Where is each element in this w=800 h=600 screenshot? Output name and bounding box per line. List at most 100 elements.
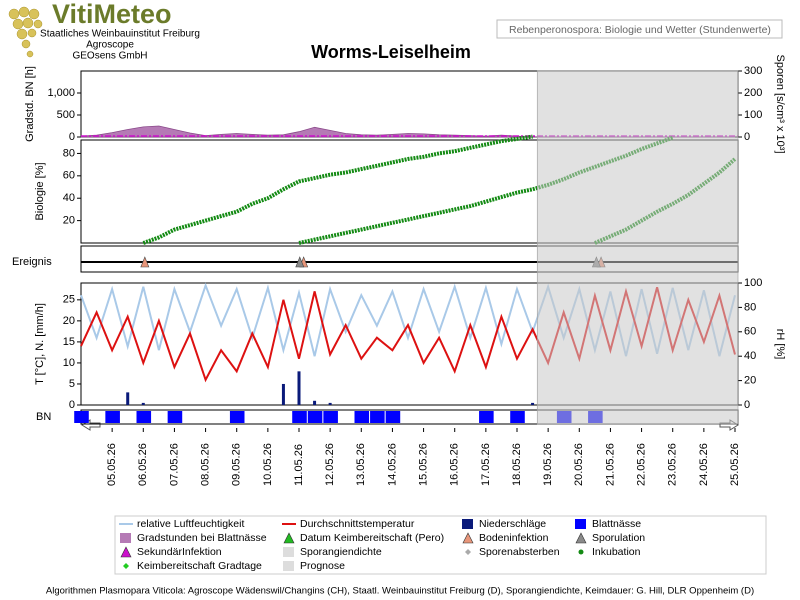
legend-box — [114, 515, 767, 575]
y2-axis-label: Sporen [s/cm³ x 10³] — [774, 54, 786, 153]
y2-tick-label: 60 — [744, 326, 756, 338]
x-tick-label: 11.05.26 — [293, 444, 305, 486]
legend-symbol — [575, 532, 587, 544]
legend-symbol — [578, 549, 584, 555]
legend-symbol — [462, 532, 474, 544]
x-tick-label: 13.05.26 — [355, 443, 367, 486]
event-marker — [140, 256, 150, 268]
precip-bar — [328, 402, 332, 405]
x-tick-label: 25.05.26 — [729, 443, 741, 486]
chart-title: Worms-Leiselheim — [311, 42, 471, 62]
event-marker — [295, 256, 305, 268]
x-tick-label: 14.05.26 — [386, 443, 398, 486]
leaf-wetness — [167, 411, 183, 423]
precip-bar — [141, 402, 145, 405]
legend-label: Blattnässe — [592, 518, 641, 530]
y2-tick-label: 40 — [744, 350, 756, 362]
y2-tick-label: 100 — [744, 109, 762, 121]
x-tick-label: 19.05.26 — [542, 443, 554, 486]
y-tick-label: 5 — [69, 378, 75, 390]
legend-label: Datum Keimbereitschaft (Pero) — [300, 532, 444, 544]
y2-axis-label: rH [%] — [774, 329, 786, 360]
y-tick-label: 20 — [63, 315, 75, 327]
y2-tick-label: 20 — [744, 375, 756, 387]
y2-tick-label: 80 — [744, 301, 756, 313]
org: GEOsens GmbH — [72, 51, 147, 62]
leaf-wetness — [74, 411, 89, 423]
legend-symbol — [575, 519, 586, 529]
y-tick-label: 25 — [63, 294, 75, 306]
leaf-wetness — [323, 411, 338, 423]
x-tick-label: 18.05.26 — [511, 443, 523, 486]
leaf-wetness — [385, 411, 401, 423]
x-tick-label: 21.05.26 — [604, 443, 616, 486]
precip-bar — [281, 383, 285, 405]
org: Agroscope — [86, 40, 134, 51]
y2-tick-label: 0 — [744, 399, 750, 411]
legend-symbol — [283, 561, 294, 571]
x-tick-label: 16.05.26 — [449, 443, 461, 486]
y-axis-label: BN — [36, 411, 51, 423]
legend-label: SekundärInfektion — [137, 546, 222, 558]
legend-symbol — [123, 563, 129, 569]
x-tick-label: 17.05.26 — [480, 443, 492, 486]
legend-label: Niederschläge — [479, 518, 546, 530]
y-tick-label: 0 — [69, 131, 75, 143]
leaf-wetness — [479, 411, 494, 423]
y-tick-label: 15 — [63, 336, 75, 348]
y2-tick-label: 0 — [744, 131, 750, 143]
leaf-wetness — [354, 411, 370, 423]
legend-symbol — [465, 549, 471, 555]
y-tick-label: 10 — [63, 357, 75, 369]
legend-label: Gradstunden bei Blattnässe — [137, 532, 267, 544]
legend-label: Durchschnittstemperatur — [300, 518, 415, 530]
y-axis-label: T [°C], N. [mm/h] — [34, 303, 46, 385]
line — [142, 134, 533, 245]
leaf-wetness — [229, 411, 245, 423]
y-tick-label: 60 — [63, 170, 75, 182]
leaf-wetness — [105, 411, 120, 423]
x-tick-label: 12.05.26 — [324, 443, 336, 486]
x-tick-label: 20.05.26 — [573, 443, 585, 486]
y-axis-label: Gradstd. BN [h] — [24, 66, 36, 142]
legend-label: Keimbereitschaft Gradtage — [137, 560, 262, 572]
x-tick-label: 08.05.26 — [199, 443, 211, 486]
logo-text: VitiMeteo — [52, 0, 172, 29]
precip-bar — [297, 371, 301, 405]
leaf-wetness — [307, 411, 323, 423]
legend-label: Bodeninfektion — [479, 532, 549, 544]
legend-label: Inkubation — [592, 546, 641, 558]
legend-label: Sporenabsterben — [479, 546, 560, 558]
y-axis-label: Ereignis — [12, 256, 52, 268]
legend-symbol — [283, 547, 294, 557]
y-tick-label: 1,000 — [47, 87, 75, 99]
legend-symbol — [283, 532, 295, 544]
legend-symbol — [462, 519, 473, 529]
x-tick-label: 06.05.26 — [137, 443, 149, 486]
y-tick-label: 20 — [63, 215, 75, 227]
x-tick-label: 05.05.26 — [106, 443, 118, 486]
x-tick-label: 24.05.26 — [698, 443, 710, 486]
legend-label: Sporangiendichte — [300, 546, 382, 558]
legend-label: relative Luftfeuchtigkeit — [137, 518, 244, 530]
x-tick-label: 23.05.26 — [667, 443, 679, 486]
y-tick-label: 80 — [63, 147, 75, 159]
footer: Algorithmen Plasmopara Viticola: Agrosco… — [46, 586, 754, 597]
y-tick-label: 0 — [69, 399, 75, 411]
x-tick-label: 07.05.26 — [168, 443, 180, 486]
x-tick-label: 10.05.26 — [262, 443, 274, 486]
info-box — [496, 19, 783, 39]
y-tick-label: 500 — [57, 109, 75, 121]
leaf-wetness — [510, 411, 525, 423]
legend-label: Sporulation — [592, 532, 645, 544]
legend-symbol — [120, 533, 131, 543]
y2-tick-label: 200 — [744, 87, 762, 99]
x-tick-label: 09.05.26 — [231, 443, 243, 486]
y2-tick-label: 100 — [744, 277, 762, 289]
leaf-wetness — [292, 411, 307, 423]
x-tick-label: 15.05.26 — [417, 443, 429, 486]
legend-label: Prognose — [300, 560, 345, 572]
org: Staatliches Weinbauinstitut Freiburg — [40, 29, 200, 40]
logo-grapes — [8, 6, 43, 58]
